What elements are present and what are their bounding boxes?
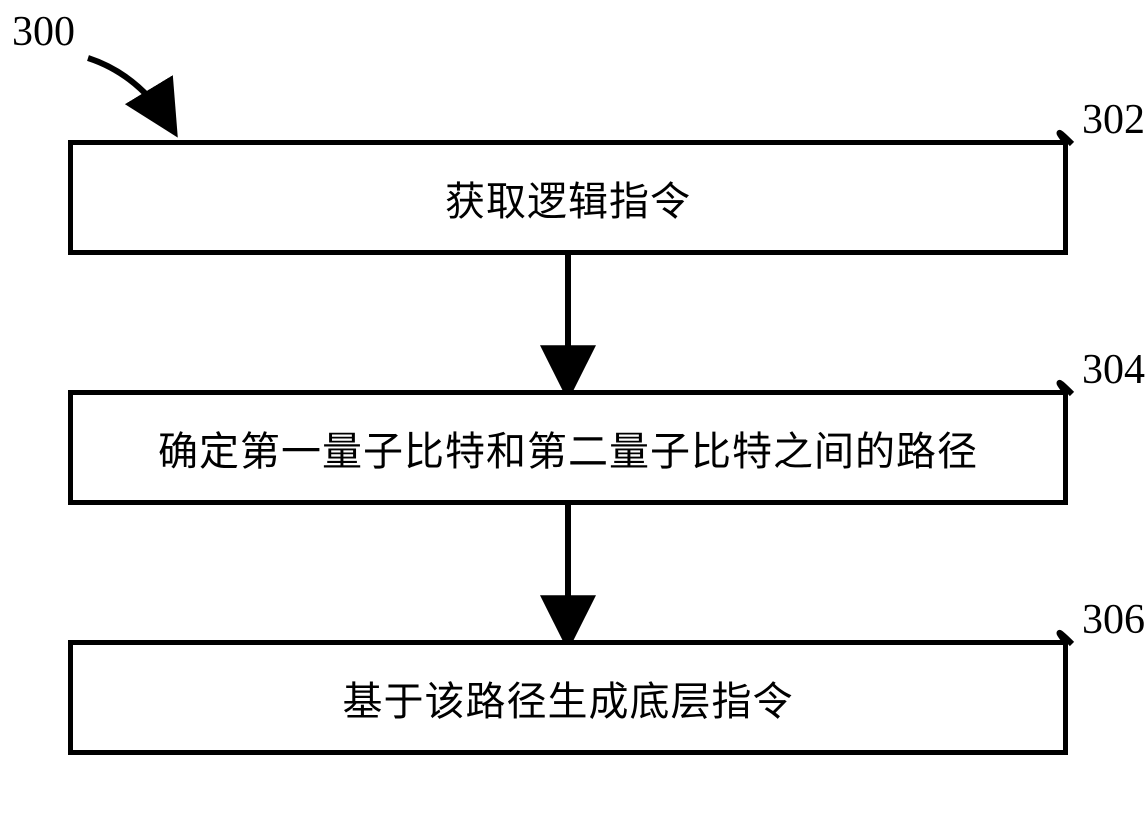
figure-ref-main-leader	[68, 38, 192, 148]
step-2-ref-leader	[1042, 364, 1082, 404]
flowchart-canvas: 300 获取逻辑指令 302 确定第一量子比特和第二量子比特之间的路径 304 …	[0, 0, 1146, 820]
step-3-box: 基于该路径生成底层指令	[68, 640, 1068, 755]
step-2-ref: 304	[1082, 346, 1145, 394]
step-2-text: 确定第一量子比特和第二量子比特之间的路径	[158, 419, 978, 477]
step-3-ref-leader	[1042, 614, 1082, 654]
step-2-box: 确定第一量子比特和第二量子比特之间的路径	[68, 390, 1068, 505]
connector-step2-step3	[540, 501, 596, 644]
step-3-ref: 306	[1082, 596, 1145, 644]
connector-step1-step2	[540, 251, 596, 394]
step-1-ref: 302	[1082, 96, 1145, 144]
step-1-text: 获取逻辑指令	[445, 169, 691, 227]
step-1-box: 获取逻辑指令	[68, 140, 1068, 255]
figure-ref-main: 300	[12, 8, 75, 56]
step-3-text: 基于该路径生成底层指令	[343, 669, 794, 727]
step-1-ref-leader	[1042, 114, 1082, 154]
